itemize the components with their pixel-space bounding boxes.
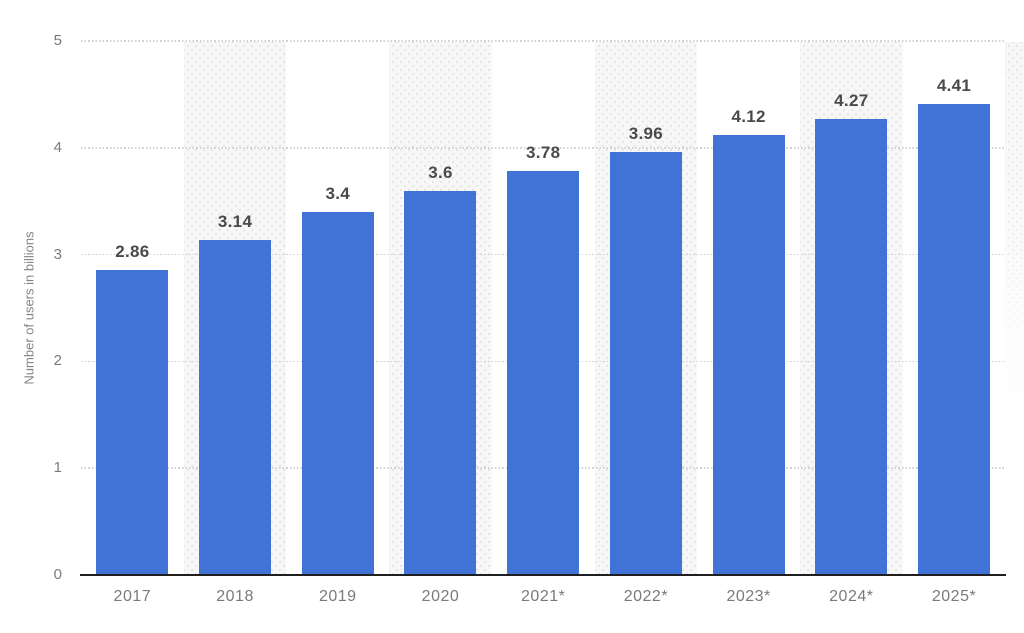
bar-2023[interactable] [712, 134, 785, 575]
bar-value-label: 4.41 [936, 76, 972, 95]
bar-value-label: 3.96 [628, 124, 664, 144]
y-tick-label: 3 [53, 245, 62, 263]
bar-2017[interactable] [96, 269, 169, 575]
x-tick-label: 2024* [829, 588, 874, 605]
bar-2019[interactable] [301, 211, 374, 575]
bar-value-label: 3.78 [526, 143, 561, 163]
bar-2018[interactable] [199, 239, 272, 575]
x-tick-label: 2019 [318, 588, 357, 605]
gridline [81, 147, 1006, 149]
bar-2021[interactable] [507, 171, 580, 575]
x-tick-label: 2021* [521, 588, 566, 605]
plot-band-partial [1005, 42, 1024, 575]
bar-value-label: 3.14 [217, 211, 253, 231]
bar-value-label: 3.6 [428, 162, 453, 182]
y-tick-label: 4 [53, 138, 62, 156]
bar-value-label: 4.12 [731, 106, 766, 126]
bar-value-label: 2.86 [115, 241, 150, 261]
bar-value-label: 4.27 [834, 90, 869, 110]
bar-2024[interactable] [815, 118, 888, 575]
y-tick-label: 1 [53, 459, 62, 477]
y-tick-label: 0 [53, 566, 62, 583]
x-tick-label: 2017 [113, 588, 152, 605]
gridline [81, 40, 1006, 42]
y-tick-label: 2 [53, 352, 62, 370]
bar-2025[interactable] [918, 104, 991, 575]
bar-value-label: 3.4 [325, 183, 351, 203]
x-tick-label: 2020 [421, 588, 460, 605]
bar-2022[interactable] [609, 152, 682, 575]
x-tick-label: 2022* [623, 588, 669, 605]
x-tick-label: 2018 [216, 588, 254, 605]
x-axis-line [80, 574, 1007, 576]
x-tick-label: 2023* [726, 588, 771, 605]
y-tick-label: 5 [53, 32, 62, 49]
x-tick-label: 2025* [931, 588, 977, 605]
bar-2020[interactable] [404, 190, 477, 575]
